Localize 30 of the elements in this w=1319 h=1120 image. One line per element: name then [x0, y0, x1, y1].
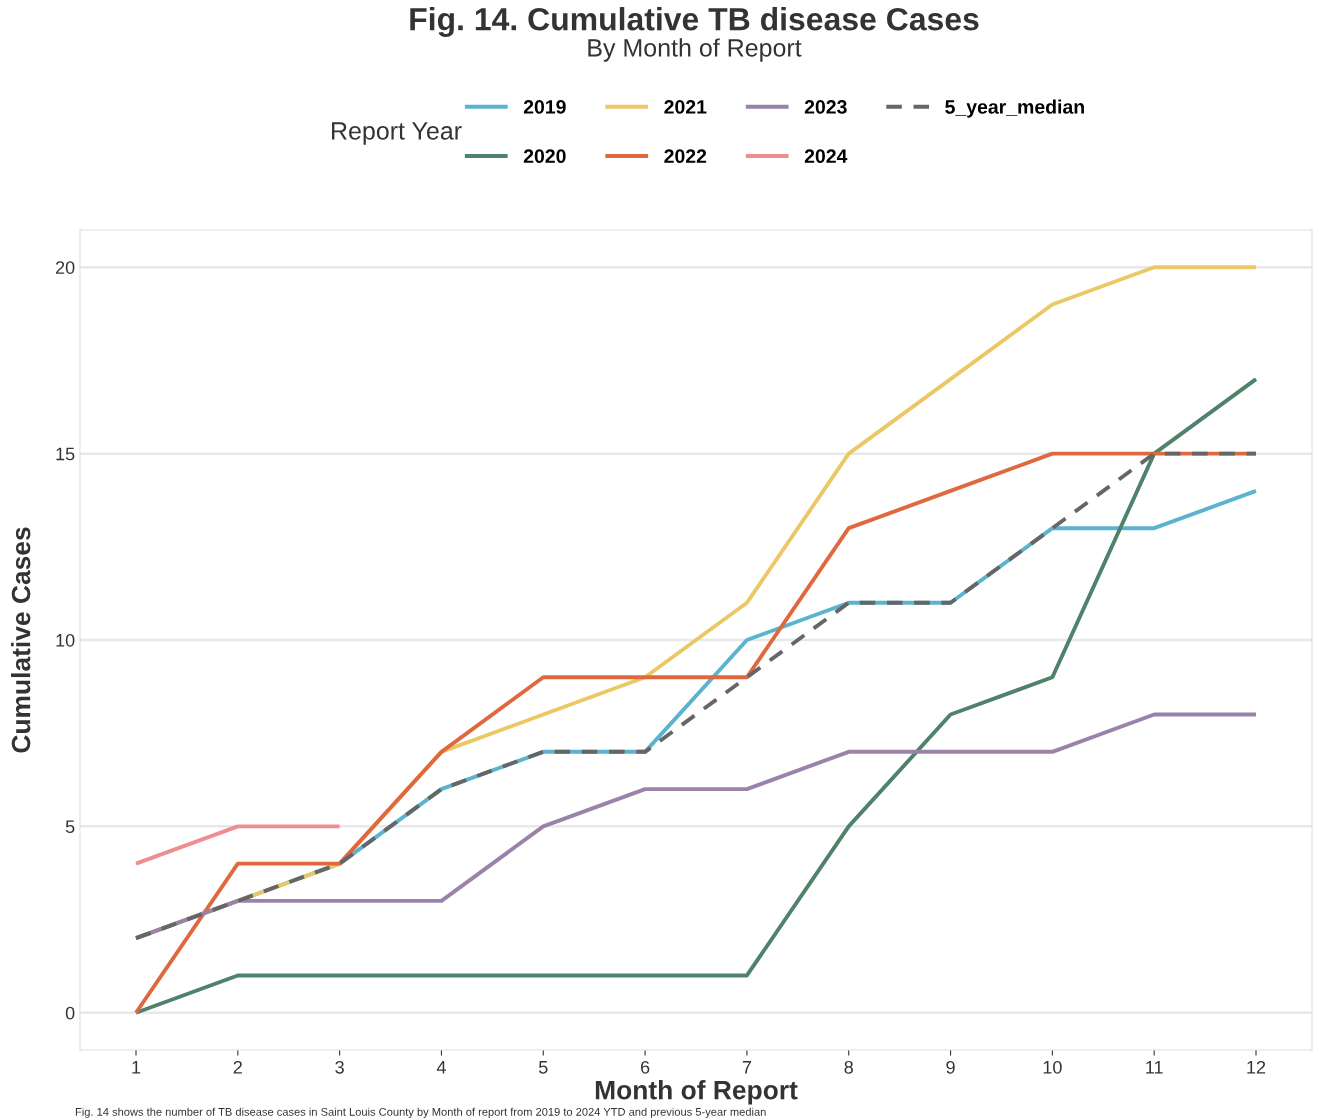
legend-label: 2021 — [664, 100, 707, 114]
y-tick-label: 5 — [65, 820, 75, 834]
legend-label: 2022 — [664, 149, 707, 164]
x-tick-label: 9 — [946, 1060, 955, 1074]
x-tick-label: 8 — [844, 1060, 853, 1074]
x-tick-label: 7 — [742, 1061, 752, 1074]
x-tick-label: 10 — [1043, 1060, 1062, 1074]
y-axis-title: Cumulative Cases — [11, 527, 31, 753]
x-tick-label: 5 — [538, 1061, 548, 1074]
legend-label: 2019 — [523, 100, 566, 114]
x-tick-label: 6 — [640, 1060, 650, 1074]
x-tick-label: 11 — [1146, 1061, 1163, 1074]
legend-title: Report Year — [332, 122, 462, 145]
x-tick-label: 1 — [132, 1061, 141, 1074]
y-tick-label: 10 — [56, 633, 75, 647]
legend-label: 2020 — [523, 149, 566, 164]
legend-label: 2023 — [804, 100, 847, 114]
chart-subtitle: By Month of Report — [588, 38, 802, 62]
x-axis-title: Month of Report — [595, 1080, 798, 1105]
x-tick-label: 12 — [1247, 1060, 1266, 1074]
x-tick-label: 2 — [233, 1060, 242, 1074]
x-tick-label: 4 — [436, 1061, 446, 1074]
chart-title: Fig. 14. Cumulative TB disease Cases — [410, 7, 979, 37]
caption: Fig. 14 shows the number of TB disease cases in Saint Louis County by Month of report from 2019 to 2024 YTD and previous 5-year median — [75, 1107, 766, 1118]
y-tick-label: 20 — [55, 261, 75, 274]
legend-label: 5_year_median — [945, 99, 1084, 118]
y-tick-label: 15 — [56, 447, 75, 461]
x-tick-label: 3 — [335, 1060, 344, 1074]
legend-label: 2024 — [804, 149, 848, 164]
y-tick-label: 0 — [65, 1006, 75, 1020]
